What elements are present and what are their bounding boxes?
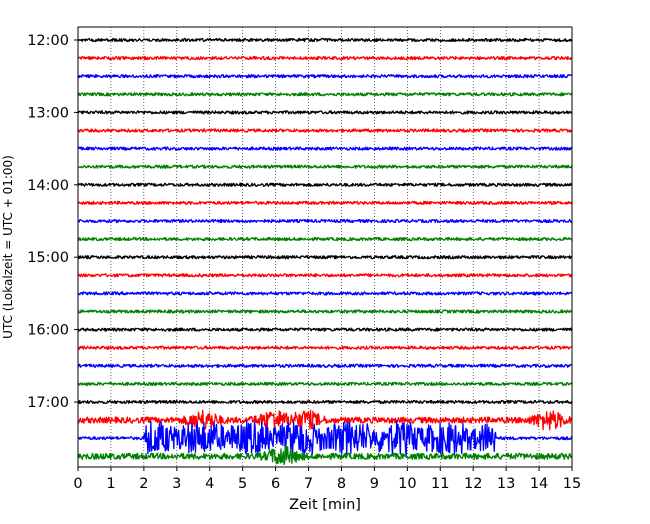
x-tick-label: 7 [304,476,313,492]
seismic-trace-1200 [78,37,572,43]
x-tick-label: 12 [464,476,482,492]
seismic-trace-1700 [78,399,572,405]
y-tick-label: 14:00 [27,178,69,194]
x-tick-label: 13 [497,476,515,492]
seismic-trace-1430 [78,218,572,224]
x-tick-label: 10 [398,476,416,492]
y-axis-label: UTC (Lokalzeit = UTC + 01:00) [1,155,15,339]
seismic-trace-1245 [78,92,572,97]
x-tick-label: 15 [563,476,581,492]
seismic-trace-1645 [78,381,572,387]
x-tick-label: 4 [205,476,214,492]
y-tick-label: 16:00 [27,323,69,339]
x-tick-label: 1 [106,476,115,492]
x-tick-label: 2 [139,476,148,492]
seismic-trace-1445 [78,236,572,242]
y-tick-label: 12:00 [27,33,69,49]
plot-frame [77,26,573,468]
seismic-trace-1515 [78,273,572,278]
seismic-trace-1530 [78,291,572,296]
seismic-trace-1400 [78,182,572,187]
seismic-trace-1745 [78,445,572,466]
x-tick-label: 9 [370,476,379,492]
x-axis-label: Zeit [min] [289,497,361,513]
x-tick-label: 5 [238,476,247,492]
seismic-trace-1545 [78,309,572,314]
y-tick-label: 17:00 [27,395,69,411]
seismic-trace-1415 [78,200,572,206]
seismic-trace-1615 [78,345,572,350]
seismic-trace-1600 [78,327,572,332]
seismic-trace-1330 [78,146,572,151]
y-tick-label: 13:00 [27,105,69,121]
seismic-trace-1500 [78,255,572,260]
seismic-trace-1300 [78,110,572,115]
seismic-trace-1215 [78,55,572,61]
grid-layer [110,27,540,467]
seismic-trace-1230 [78,74,572,79]
x-tick-label: 3 [172,476,181,492]
y-tick-label: 15:00 [27,250,69,266]
x-tick-label: 11 [431,476,449,492]
trace-layer [78,37,572,466]
x-tick-label: 8 [337,476,346,492]
x-tick-label: 6 [271,476,280,492]
seismic-trace-1730 [78,419,572,457]
x-tick-label: 0 [73,476,82,492]
x-tick-label: 14 [530,476,548,492]
tick-layer: 0 1 2 3 4 5 6 7 8 9 10 11 12 13 14 1512:0013:0014:0015:… [27,33,581,492]
seismic-trace-1630 [78,363,572,368]
seismic-trace-1315 [78,128,572,133]
seismic-trace-1345 [78,164,572,169]
seismic-trace-1715 [78,409,572,431]
